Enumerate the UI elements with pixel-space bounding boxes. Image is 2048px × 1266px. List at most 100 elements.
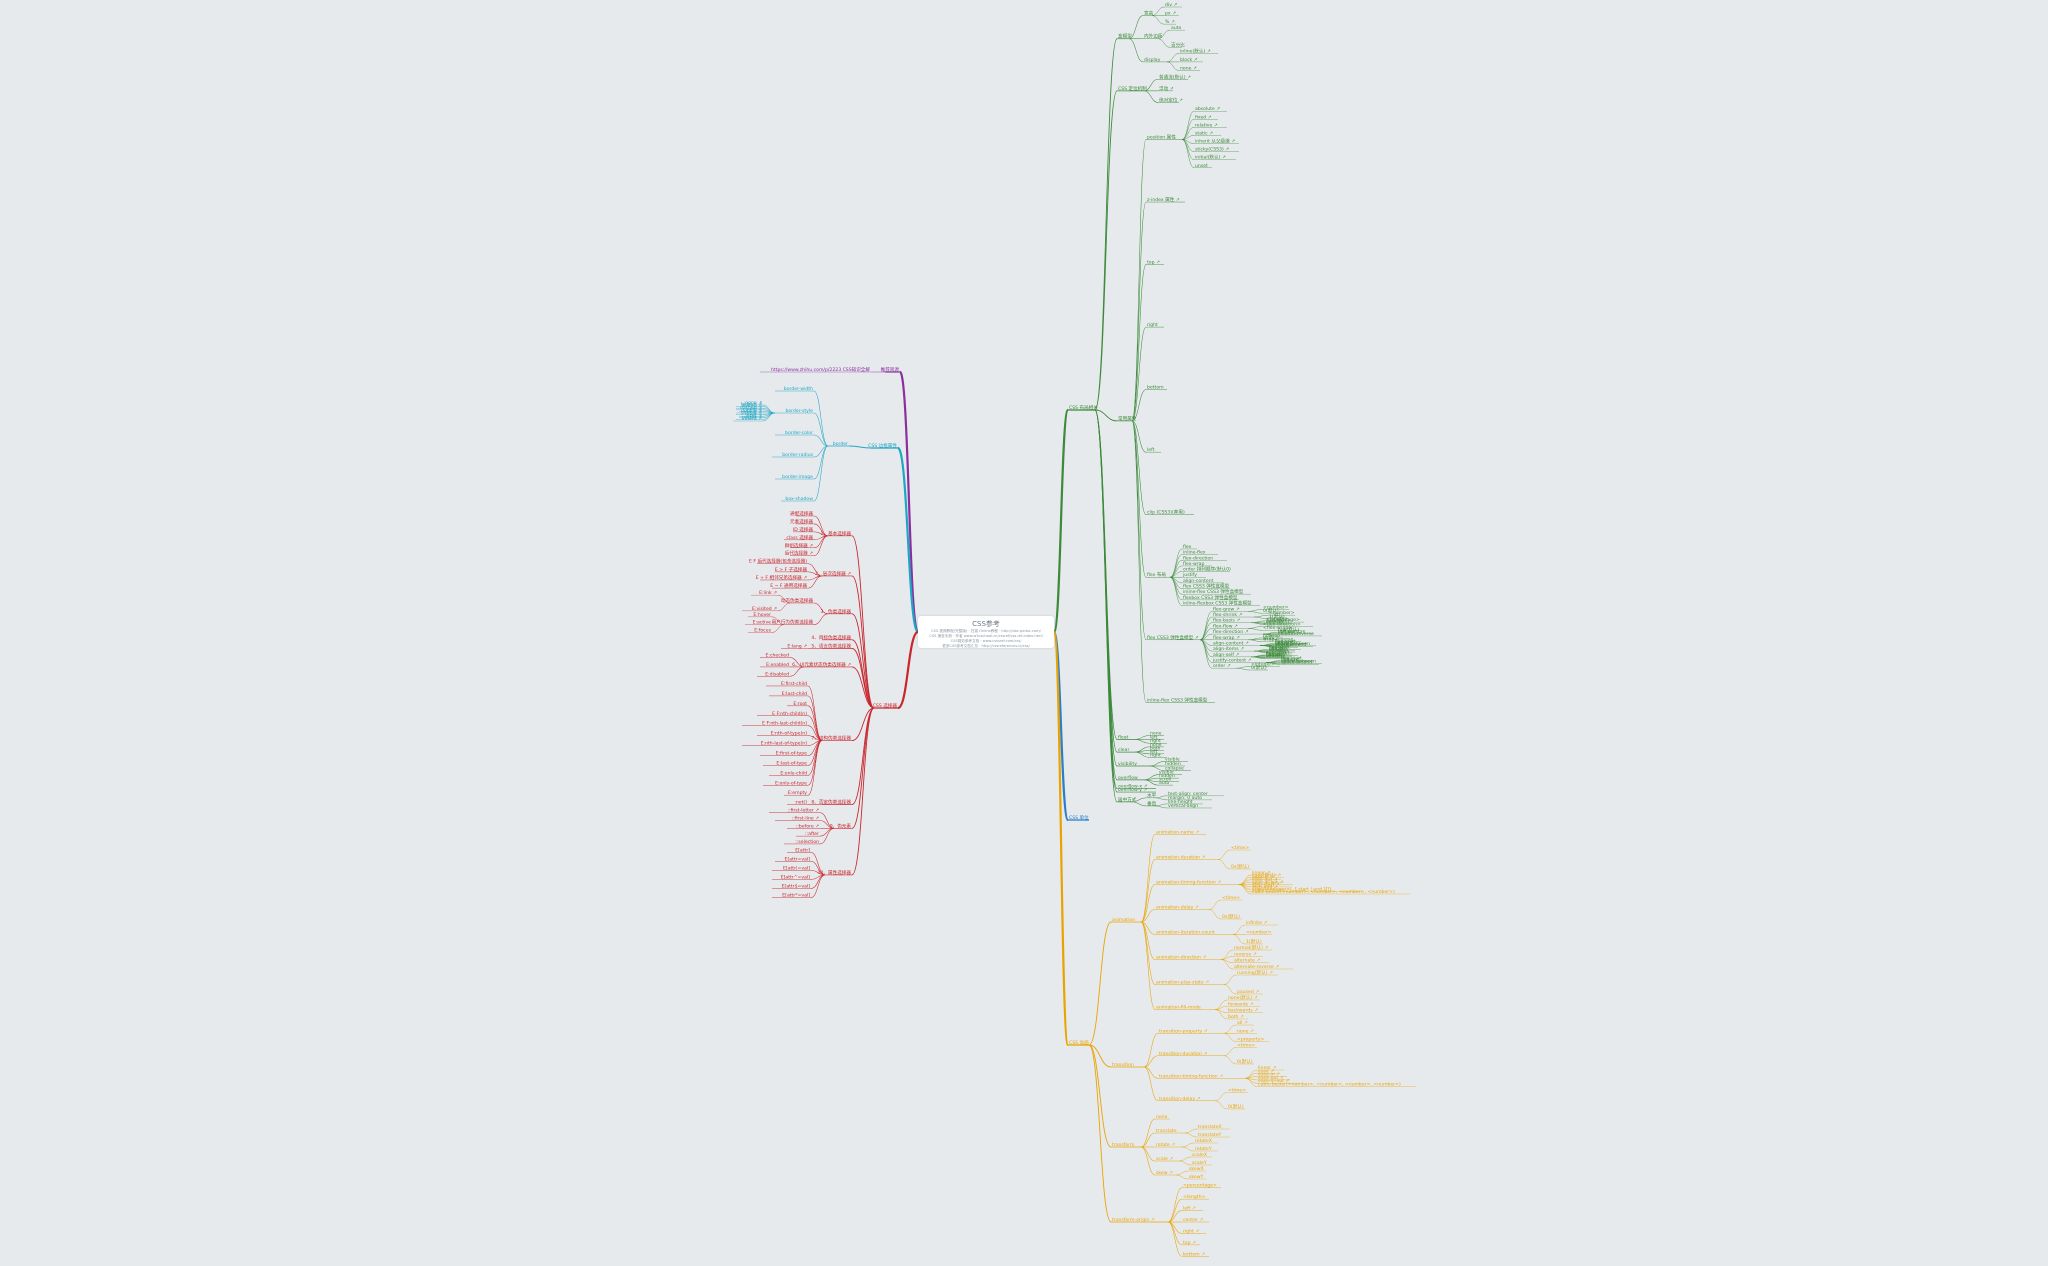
group-anim-leaf[interactable]: ease-in-out ↗ [1258, 1078, 1289, 1084]
group-anim-leaf[interactable]: ease(默认) ↗ [1252, 871, 1281, 878]
group-anim-leaf[interactable]: step-end ↗ [1252, 884, 1278, 890]
group-layout-leaf[interactable]: 百分比 [1171, 41, 1185, 48]
group-layout-leaf[interactable]: inline-flex CSS3 弹性盒模型 [1183, 588, 1244, 595]
group-anim-leaf[interactable]: rotateX [1195, 1138, 1212, 1144]
group-selector-label[interactable]: 9、伪元素 [830, 822, 852, 829]
group-anim-leaf[interactable]: <time> [1228, 1088, 1246, 1094]
group-selector-child[interactable]: E[attr^=val] [781, 874, 811, 880]
group-selector-child[interactable]: 通配选择器 [790, 510, 813, 517]
group-border-label[interactable]: border [833, 441, 848, 447]
group-layout-value[interactable]: column [1278, 630, 1295, 636]
group-anim-leaf[interactable]: running(默认) ↗ [1237, 969, 1273, 976]
branch-border[interactable]: CSS 边框属性 [868, 442, 897, 449]
group-layout-value[interactable]: content [1266, 620, 1284, 626]
group-anim-child[interactable]: animation-delay ↗ [1156, 905, 1199, 911]
group-anim-leaf[interactable]: step-start ↗ [1252, 882, 1280, 888]
group-layout-child[interactable]: flex 布局 [1147, 571, 1166, 578]
group-layout-leaf[interactable]: initial(默认) ↗ [1195, 154, 1226, 161]
group-layout-label[interactable]: overflow-x ↗ [1118, 784, 1148, 790]
group-layout-child[interactable]: 绝对定位 ↗ [1159, 96, 1183, 103]
group-selector-child[interactable]: 群组选择器 ↗ [785, 542, 813, 549]
group-layout-label[interactable]: overflow-y ↗ [1118, 787, 1147, 793]
group-layout-leaf[interactable]: margin: 0 auto [1168, 795, 1202, 801]
group-selector-child[interactable]: 用户行为伪类选择器 [772, 619, 814, 626]
group-layout-leaf[interactable]: none ↗ [1180, 66, 1197, 71]
group-selector-leaf[interactable]: E:hover [753, 612, 771, 618]
group-selector-child[interactable]: E:only-of-type [775, 780, 807, 786]
group-selector-child[interactable]: E > F 子选择器 [775, 566, 808, 573]
group-layout-value[interactable]: wrap-reverse [1263, 637, 1293, 643]
group-layout-leaf[interactable]: inherit 从父级继 ↗ [1195, 138, 1235, 145]
group-anim-leaf[interactable]: 0(默认) [1228, 1103, 1244, 1110]
group-selector-leaf[interactable]: E:visited ↗ [752, 606, 777, 612]
group-anim-child[interactable]: bottom ↗ [1183, 1251, 1205, 1257]
group-layout-value[interactable]: space-around [1281, 659, 1312, 665]
group-layout-leaf[interactable]: inline-flex [1183, 550, 1206, 556]
group-anim-label[interactable]: transform [1112, 1142, 1135, 1148]
group-layout-label[interactable]: 盒模型 [1118, 33, 1132, 40]
group-selector-child[interactable]: E F:nth-child(n) [772, 711, 807, 717]
group-selector-child[interactable]: ::first-line ↗ [792, 816, 819, 822]
group-selector-child[interactable]: E[attr$=val] [782, 883, 811, 889]
group-layout-leaf[interactable]: flex-shrink ↗ [1213, 612, 1243, 618]
group-layout-child[interactable]: right [1147, 322, 1158, 328]
group-layout-value[interactable]: center [1269, 646, 1284, 652]
branch-recommend-leaf[interactable]: https://www.zhihu.com/p/2223 CSS知识全解 [771, 366, 870, 373]
group-layout-value[interactable]: flex-start [1275, 639, 1296, 645]
group-layout-value[interactable]: row(默认) [1278, 626, 1299, 633]
group-selector-child[interactable]: ::after [805, 831, 819, 837]
group-layout-value[interactable]: stretch [1275, 642, 1291, 648]
group-selector-child[interactable]: ::first-letter ↗ [788, 808, 820, 814]
group-layout-child[interactable]: inline-flex CSS3 弹性盒模型 [1147, 696, 1208, 703]
group-anim-leaf[interactable]: <time> [1237, 1043, 1255, 1049]
group-layout-label[interactable]: visibility [1118, 761, 1137, 767]
group-layout-leaf[interactable]: inline(默认) ↗ [1180, 47, 1211, 54]
branch-anim[interactable]: CSS 动画 [1069, 1039, 1089, 1046]
group-layout-leaf[interactable]: align-items ↗ [1213, 646, 1244, 652]
group-layout-label[interactable]: 常用属性 [1118, 415, 1137, 422]
group-anim-child[interactable]: transition-property ↗ [1159, 1028, 1208, 1034]
group-layout-value[interactable]: <percentage> [1266, 617, 1300, 623]
branch-units[interactable]: CSS 单位 [1069, 814, 1089, 821]
group-anim-leaf[interactable]: all ↗ [1237, 1020, 1248, 1026]
group-border-leaf[interactable]: groove ↗ [741, 410, 762, 416]
group-border-leaf[interactable]: outset ↗ [742, 414, 762, 420]
group-border-leaf[interactable]: double ↗ [741, 408, 762, 414]
group-layout-leaf[interactable]: flex CSS3 弹性盒模型 [1183, 583, 1230, 590]
group-selector-label[interactable]: 6、UI元素状态伪类选择器 ↗ [792, 661, 851, 668]
group-anim-leaf[interactable]: ease ↗ [1258, 1069, 1274, 1074]
group-layout-leaf[interactable]: absolute ↗ [1195, 106, 1220, 112]
group-anim-leaf[interactable]: rotateY [1195, 1146, 1212, 1152]
group-layout-value[interactable]: 0(默认) [1251, 664, 1267, 671]
group-layout-value[interactable]: auto(默认) [1266, 617, 1289, 624]
group-anim-leaf[interactable]: ease-in ↗ [1258, 1072, 1280, 1078]
group-selector-label[interactable]: 10、属性选择器 [818, 869, 852, 876]
group-layout-leaf[interactable]: line-height [1168, 799, 1193, 805]
group-border-leaf[interactable]: inherit ↗ [742, 416, 762, 422]
group-layout-leaf[interactable]: align-content [1183, 578, 1214, 584]
group-layout-child[interactable]: 宽高 [1144, 10, 1154, 17]
group-layout-label[interactable]: overflow [1118, 775, 1138, 781]
group-layout-value[interactable]: flex-end [1266, 651, 1285, 657]
group-layout-value[interactable]: center [1275, 640, 1290, 646]
group-layout-child[interactable]: 内外边距 [1144, 33, 1163, 40]
group-selector-leaf[interactable]: E:focus [754, 628, 771, 634]
group-selector-child[interactable]: E F 后代选择器(包含选择器) [749, 558, 807, 565]
group-anim-child[interactable]: scale ↗ [1156, 1156, 1173, 1162]
group-anim-leaf[interactable]: scaleX [1192, 1152, 1207, 1158]
group-anim-leaf[interactable]: translateX [1198, 1124, 1222, 1130]
group-anim-label[interactable]: transition [1112, 1062, 1134, 1068]
group-layout-child[interactable]: both [1150, 745, 1161, 751]
group-anim-leaf[interactable]: alternate-reverse ↗ [1234, 964, 1279, 970]
group-selector-label[interactable]: 7、结构伪类选择器 [811, 735, 851, 742]
group-selector-child[interactable]: E[attr] [795, 847, 810, 853]
group-selector-child[interactable]: ::selection [795, 839, 819, 845]
group-layout-value[interactable]: flex-end [1275, 639, 1294, 645]
group-anim-leaf[interactable]: alternate ↗ [1234, 958, 1260, 964]
group-layout-label[interactable]: CSS 定位机制 [1118, 85, 1147, 92]
group-layout-child[interactable]: none [1150, 743, 1162, 748]
group-anim-child[interactable]: skew ↗ [1156, 1170, 1173, 1176]
group-layout-child[interactable]: hidden [1165, 761, 1181, 767]
group-layout-value[interactable]: <integer> [1251, 661, 1275, 667]
group-selector-child[interactable]: E[attr=val] [785, 856, 811, 862]
